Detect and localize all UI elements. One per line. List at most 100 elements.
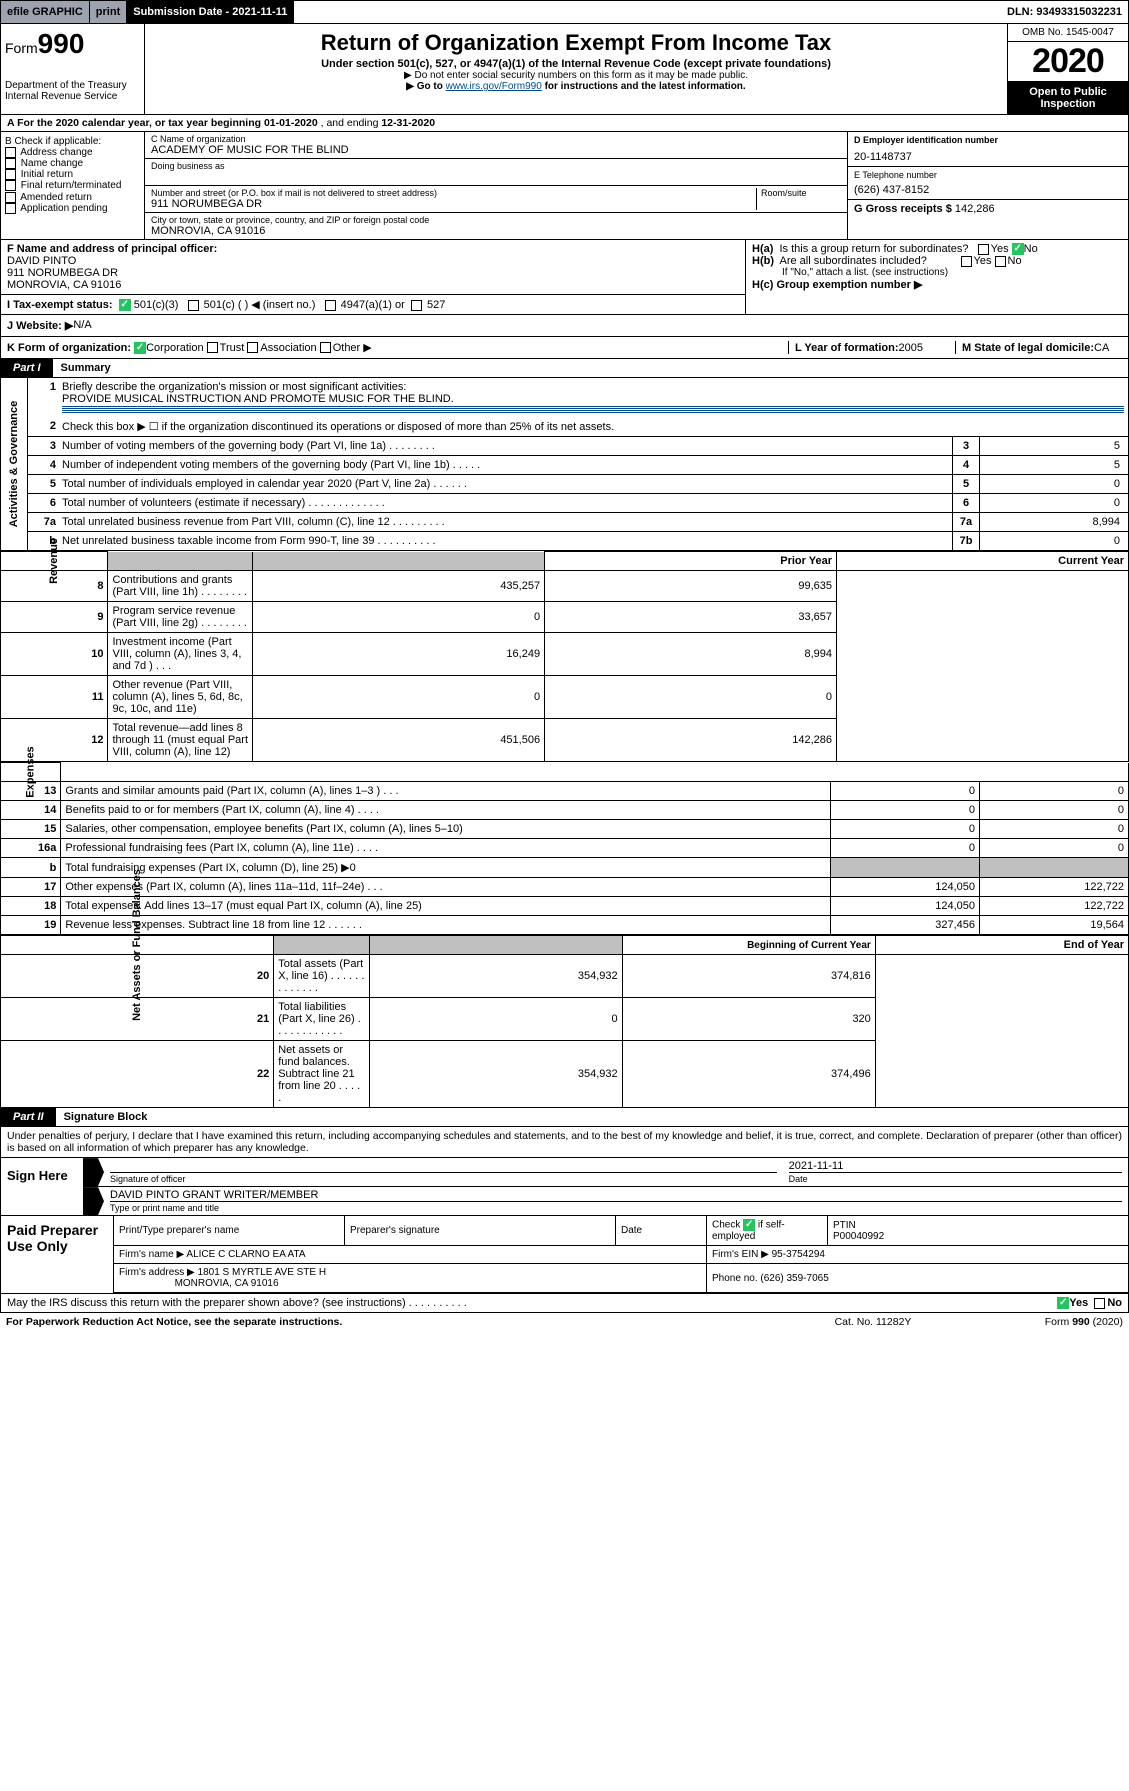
chk-501c3[interactable]: ✓ — [119, 299, 131, 311]
rev-row: 11Other revenue (Part VIII, column (A), … — [1, 676, 1129, 719]
rev-side-label: Revenue — [48, 538, 60, 584]
name-label: C Name of organization — [151, 134, 841, 144]
omb-number: OMB No. 1545-0047 — [1008, 24, 1128, 42]
net-row: 21Total liabilities (Part X, line 26) . … — [1, 998, 1129, 1041]
signer-name: DAVID PINTO GRANT WRITER/MEMBER — [110, 1189, 1122, 1202]
f-label: F Name and address of principal officer: — [7, 243, 739, 255]
form-subtitle: Under section 501(c), 527, or 4947(a)(1)… — [155, 58, 997, 70]
end-year-hdr: End of Year — [875, 936, 1128, 955]
addr-label: Number and street (or P.O. box if mail i… — [151, 188, 752, 198]
rev-row: 10Investment income (Part VIII, column (… — [1, 633, 1129, 676]
row-i: I Tax-exempt status: ✓ 501(c)(3) 501(c) … — [1, 294, 745, 311]
year-formation: L Year of formation: 2005 — [788, 341, 955, 354]
sign-date: 2021-11-11 — [789, 1160, 1122, 1173]
officer-addr2: MONROVIA, CA 91016 — [7, 279, 739, 291]
h-c: H(c) Group exemption number ▶ — [752, 278, 1122, 291]
chk-assoc[interactable] — [247, 342, 258, 353]
chk-trust[interactable] — [207, 342, 218, 353]
firm-name-cell: Firm's name ▶ ALICE C CLARNO EA ATA — [114, 1246, 707, 1264]
firm-phone-cell: Phone no. (626) 359-7065 — [707, 1264, 1129, 1293]
discuss-yes[interactable]: ✓Yes — [1057, 1297, 1088, 1309]
prep-date-hdr: Date — [616, 1216, 707, 1246]
signer-name-label: Type or print name and title — [110, 1203, 1122, 1213]
officer-name: DAVID PINTO — [7, 255, 739, 267]
print-button[interactable]: print — [90, 1, 127, 23]
part-ii-title: Signature Block — [56, 1108, 156, 1126]
officer-addr1: 911 NORUMBEGA DR — [7, 267, 739, 279]
submission-date: Submission Date - 2021-11-11 — [127, 1, 294, 23]
chk-corp[interactable]: ✓ — [134, 342, 146, 354]
arrow-icon — [84, 1158, 104, 1186]
irs-link[interactable]: www.irs.gov/Form990 — [446, 81, 542, 92]
col-b-checkboxes: B Check if applicable: Address change Na… — [1, 132, 145, 239]
curr-year-hdr: Current Year — [837, 552, 1129, 571]
part-ii-tab: Part II — [1, 1108, 56, 1126]
efile-label: efile GRAPHIC — [1, 1, 90, 23]
net-side-label: Net Assets or Fund Balances — [131, 869, 143, 1021]
exp-row: bTotal fundraising expenses (Part IX, co… — [1, 858, 1129, 878]
h-a: H(a) Is this a group return for subordin… — [752, 243, 1122, 255]
prep-name-hdr: Print/Type preparer's name — [114, 1216, 345, 1246]
gov-row: 3Number of voting members of the governi… — [28, 437, 1128, 456]
gov-row: 7aTotal unrelated business revenue from … — [28, 513, 1128, 532]
org-name: ACADEMY OF MUSIC FOR THE BLIND — [151, 144, 841, 156]
chk-501c[interactable] — [188, 300, 199, 311]
beg-year-hdr: Beginning of Current Year — [622, 936, 875, 955]
net-row: 20Total assets (Part X, line 16) . . . .… — [1, 955, 1129, 998]
sig-officer-label: Signature of officer — [110, 1174, 777, 1184]
pra-notice: For Paperwork Reduction Act Notice, see … — [6, 1316, 342, 1328]
part-i-title: Summary — [53, 359, 119, 377]
goto-link-row: ▶ Go to www.irs.gov/Form990 for instruct… — [155, 81, 997, 92]
exp-side-label: Expenses — [25, 746, 37, 797]
exp-row: 14Benefits paid to or for members (Part … — [1, 801, 1129, 820]
rev-row: 9Program service revenue (Part VIII, lin… — [1, 602, 1129, 633]
open-public: Open to Public Inspection — [1008, 82, 1128, 114]
chk-final[interactable]: Final return/terminated — [5, 180, 140, 191]
tax-year: 2020 — [1008, 42, 1128, 82]
chk-initial[interactable]: Initial return — [5, 169, 140, 180]
chk-other[interactable] — [320, 342, 331, 353]
chk-name[interactable]: Name change — [5, 158, 140, 169]
exp-row: 16aProfessional fundraising fees (Part I… — [1, 839, 1129, 858]
preparer-label: Paid Preparer Use Only — [1, 1216, 114, 1293]
chk-amended[interactable]: Amended return — [5, 192, 140, 203]
chk-4947[interactable] — [325, 300, 336, 311]
dln-label: DLN: 93493315032231 — [1001, 1, 1128, 23]
h-b: H(b) Are all subordinates included? Yes … — [752, 255, 1122, 267]
net-assets-table: Net Assets or Fund Balances Beginning of… — [0, 935, 1129, 1108]
city-label: City or town, state or province, country… — [151, 215, 841, 225]
self-employed-cell: Check ✓ if self-employed — [707, 1216, 828, 1246]
sign-date-label: Date — [789, 1174, 1122, 1184]
discuss-row: May the IRS discuss this return with the… — [0, 1294, 1129, 1313]
preparer-block: Paid Preparer Use Only Print/Type prepar… — [0, 1216, 1129, 1294]
chk-527[interactable] — [411, 300, 422, 311]
prep-sig-hdr: Preparer's signature — [345, 1216, 616, 1246]
form-header: Form990 Department of the Treasury Inter… — [0, 24, 1129, 115]
phone-label: E Telephone number — [854, 170, 1122, 180]
part-ii-header: Part II Signature Block — [0, 1108, 1129, 1127]
top-bar: efile GRAPHIC print Submission Date - 20… — [0, 0, 1129, 24]
part-i-header: Part I Summary — [0, 359, 1129, 378]
org-info-block: B Check if applicable: Address change Na… — [0, 132, 1129, 240]
chk-address[interactable]: Address change — [5, 147, 140, 158]
exp-row: 18Total expenses. Add lines 13–17 (must … — [1, 897, 1129, 916]
dba-label: Doing business as — [151, 161, 841, 171]
ein-value: 20-1148737 — [854, 151, 1122, 163]
form-number: Form990 — [5, 28, 140, 60]
arrow-icon — [84, 1187, 104, 1215]
revenue-table: Revenue Prior Year Current Year 8Contrib… — [0, 551, 1129, 762]
chk-pending[interactable]: Application pending — [5, 203, 140, 214]
expenses-table: Expenses 13Grants and similar amounts pa… — [0, 762, 1129, 935]
gov-row: 4Number of independent voting members of… — [28, 456, 1128, 475]
org-address: 911 NORUMBEGA DR — [151, 198, 752, 210]
room-label: Room/suite — [756, 188, 841, 210]
exp-row: 19Revenue less expenses. Subtract line 1… — [1, 916, 1129, 935]
phone-value: (626) 437-8152 — [854, 184, 1122, 196]
rev-row: 12Total revenue—add lines 8 through 11 (… — [1, 719, 1129, 762]
sign-here-label: Sign Here — [1, 1158, 84, 1215]
gov-row: bNet unrelated business taxable income f… — [28, 532, 1128, 550]
discuss-no[interactable]: No — [1094, 1297, 1122, 1309]
gross-receipts: G Gross receipts $ 142,286 — [848, 200, 1128, 239]
ptin-cell: PTINP00040992 — [828, 1216, 1129, 1246]
form-footer: Form 990 (2020) — [973, 1316, 1123, 1328]
